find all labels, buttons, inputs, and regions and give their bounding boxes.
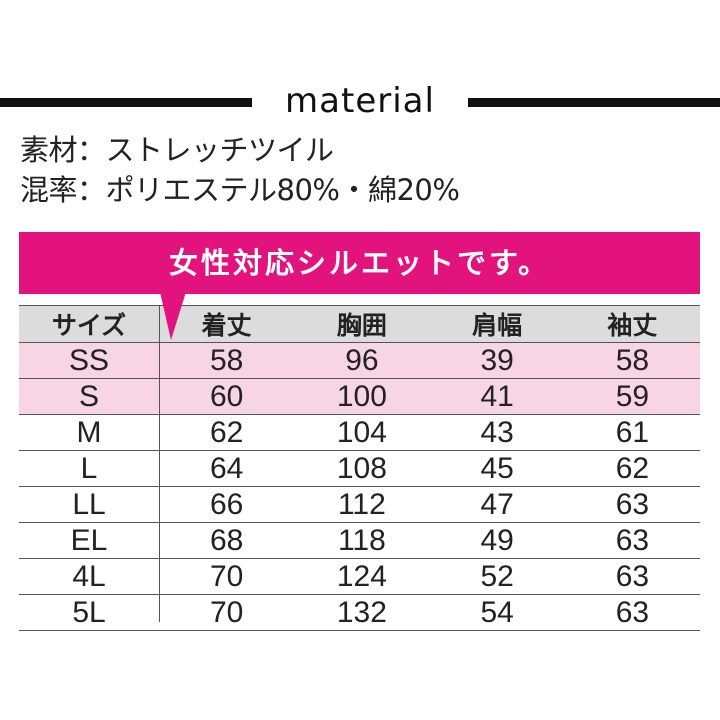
table-row: S 60 100 41 59	[19, 378, 700, 415]
table-cell: 59	[564, 378, 700, 415]
table-cell: 47	[429, 486, 565, 523]
table-cell: 49	[429, 522, 565, 559]
material-line: 素材：ストレッチツイル	[20, 133, 334, 167]
size-cell: LL	[19, 486, 159, 523]
size-cell: SS	[19, 342, 159, 379]
table-cell: 70	[159, 594, 295, 631]
table-cell: 61	[564, 414, 700, 451]
table-cell: 63	[564, 522, 700, 559]
header-rule-left	[0, 98, 252, 107]
size-table: サイズ 着丈 胸囲 肩幅 袖丈 SS 58 96 39 58 S 60 100 …	[19, 305, 700, 631]
header-shoulder: 肩幅	[429, 305, 565, 343]
table-cell: 108	[294, 450, 430, 487]
size-cell: S	[19, 378, 159, 415]
table-cell: 68	[159, 522, 295, 559]
table-row: L 64 108 45 62	[19, 450, 700, 487]
table-row: M 62 104 43 61	[19, 414, 700, 451]
table-row: 5L 70 132 54 63	[19, 594, 700, 631]
blend-ratio-line: 混率：ポリエステル80%・綿20%	[20, 173, 460, 207]
size-cell: 4L	[19, 558, 159, 595]
size-cell: 5L	[19, 594, 159, 631]
table-cell: 104	[294, 414, 430, 451]
table-header-row: サイズ 着丈 胸囲 肩幅 袖丈	[19, 305, 700, 343]
table-cell: 70	[159, 558, 295, 595]
table-row: EL 68 118 49 63	[19, 522, 700, 559]
silhouette-banner: 女性対応シルエットです。	[19, 232, 700, 294]
table-cell: 60	[159, 378, 295, 415]
header-chest: 胸囲	[294, 305, 430, 343]
banner-text: 女性対応シルエットです。	[168, 246, 551, 280]
table-cell: 63	[564, 594, 700, 631]
header-rule-right	[468, 98, 720, 107]
table-cell: 54	[429, 594, 565, 631]
header-sleeve: 袖丈	[564, 305, 700, 343]
header-size: サイズ	[19, 305, 159, 343]
table-cell: 96	[294, 342, 430, 379]
table-cell: 112	[294, 486, 430, 523]
table-cell: 43	[429, 414, 565, 451]
table-cell: 118	[294, 522, 430, 559]
table-cell: 62	[159, 414, 295, 451]
table-cell: 52	[429, 558, 565, 595]
material-header: material	[0, 82, 720, 122]
table-cell: 45	[429, 450, 565, 487]
table-row: LL 66 112 47 63	[19, 486, 700, 523]
size-cell: M	[19, 414, 159, 451]
size-cell: L	[19, 450, 159, 487]
banner-pointer	[160, 292, 186, 340]
table-cell: 41	[429, 378, 565, 415]
table-cell: 100	[294, 378, 430, 415]
size-column-divider	[159, 305, 160, 622]
table-cell: 64	[159, 450, 295, 487]
size-cell: EL	[19, 522, 159, 559]
table-row: 4L 70 124 52 63	[19, 558, 700, 595]
table-cell: 62	[564, 450, 700, 487]
table-cell: 58	[159, 342, 295, 379]
table-cell: 124	[294, 558, 430, 595]
table-cell: 39	[429, 342, 565, 379]
table-cell: 66	[159, 486, 295, 523]
table-cell: 63	[564, 486, 700, 523]
table-cell: 58	[564, 342, 700, 379]
table-cell: 132	[294, 594, 430, 631]
table-cell: 63	[564, 558, 700, 595]
header-length: 着丈	[159, 305, 295, 343]
table-row: SS 58 96 39 58	[19, 342, 700, 379]
section-title: material	[285, 81, 435, 121]
